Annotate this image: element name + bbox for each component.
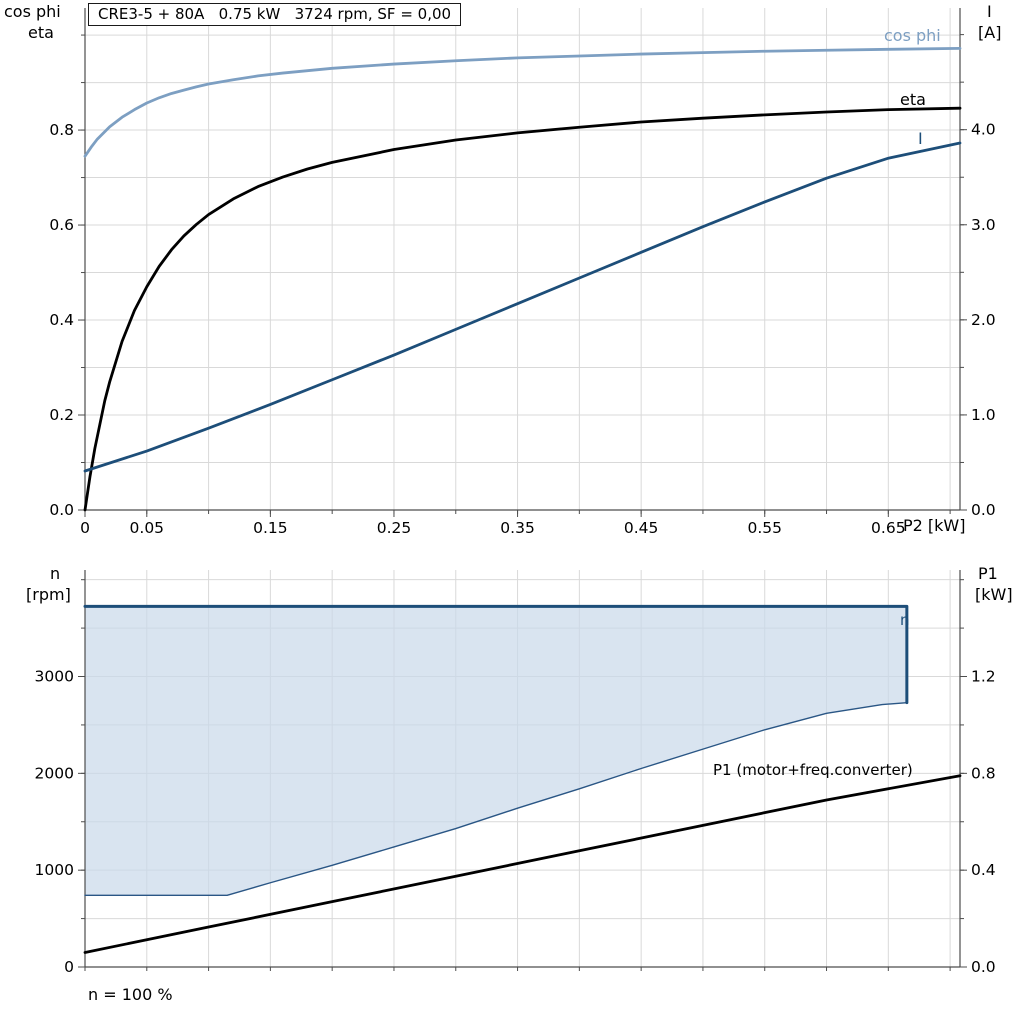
tick-label: 0: [64, 958, 74, 976]
chart: 0 1000 2000 3000 0.0 0.4 0.8 1.2: [35, 570, 996, 976]
bottom-left-axis-label-n: n: [50, 564, 61, 583]
tick-label: 3.0: [971, 216, 996, 234]
tick-label: 0.6: [49, 216, 74, 234]
tick-label: 0.25: [377, 519, 412, 537]
tick-label: 0.0: [971, 501, 996, 519]
series-line-i: [83, 141, 962, 473]
tick-label: 0.05: [130, 519, 165, 537]
top-left-axis-label-cosphi: cos phi: [4, 2, 61, 21]
x-axis-label: P2 [kW]: [903, 516, 966, 535]
tick-label: 1.2: [971, 668, 996, 686]
series-line-n: [83, 604, 909, 705]
top-left-axis-label-eta: eta: [28, 23, 54, 42]
speed-footnote: n = 100 %: [88, 985, 173, 1004]
series-line-p1-motor-freq-converter-: [83, 774, 962, 954]
curve-label-eta: eta: [900, 90, 926, 109]
series-line-n-lower-bound: [84, 701, 908, 897]
bottom-left-axis-label-unit: [rpm]: [26, 585, 71, 604]
tick-label: 0.4: [971, 861, 996, 879]
tick-label: 0.0: [971, 958, 996, 976]
tick-label: 0.35: [500, 519, 535, 537]
tick-label: 0.45: [624, 519, 659, 537]
series-line-cos-phi: [83, 46, 962, 158]
chart-title: CRE3-5 + 80A 0.75 kW 3724 rpm, SF = 0,00: [88, 3, 462, 26]
tick-label: 0.4: [49, 311, 74, 329]
tick-label: 0.0: [49, 501, 74, 519]
bottom-right-axis-label-p1: P1: [978, 564, 998, 583]
curve-label-p1: P1 (motor+freq.converter): [713, 761, 913, 779]
bottom-right-axis-label-unit: [kW]: [975, 585, 1013, 604]
tick-label: 1.0: [971, 406, 996, 424]
tick-label: 0.15: [253, 519, 288, 537]
tick-label: 2.0: [971, 311, 996, 329]
top-right-axis-label-I: I: [987, 2, 992, 21]
series-line-eta: [83, 106, 962, 512]
tick-label: 4.0: [971, 121, 996, 139]
curve-label-cosphi: cos phi: [884, 26, 941, 45]
tick-label: 0.2: [49, 406, 74, 424]
chart: 0 0.05 0.15 0.25 0.35 0.45 0.55 0.65 0.0 0.2 0.4 0.…: [49, 8, 996, 537]
tick-label: 0.65: [871, 519, 906, 537]
tick-label: 0: [80, 519, 90, 537]
curve-label-current: I: [918, 129, 923, 148]
curve-label-n: n: [900, 611, 910, 629]
tick-label: 1000: [35, 861, 74, 879]
n-operating-region: [85, 606, 907, 896]
tick-label: 3000: [35, 668, 74, 686]
tick-label: 0.8: [971, 764, 996, 782]
tick-label: 0.8: [49, 121, 74, 139]
tick-label: 0.55: [747, 519, 782, 537]
tick-label: 2000: [35, 764, 74, 782]
top-right-axis-label-unit: [A]: [978, 23, 1002, 42]
